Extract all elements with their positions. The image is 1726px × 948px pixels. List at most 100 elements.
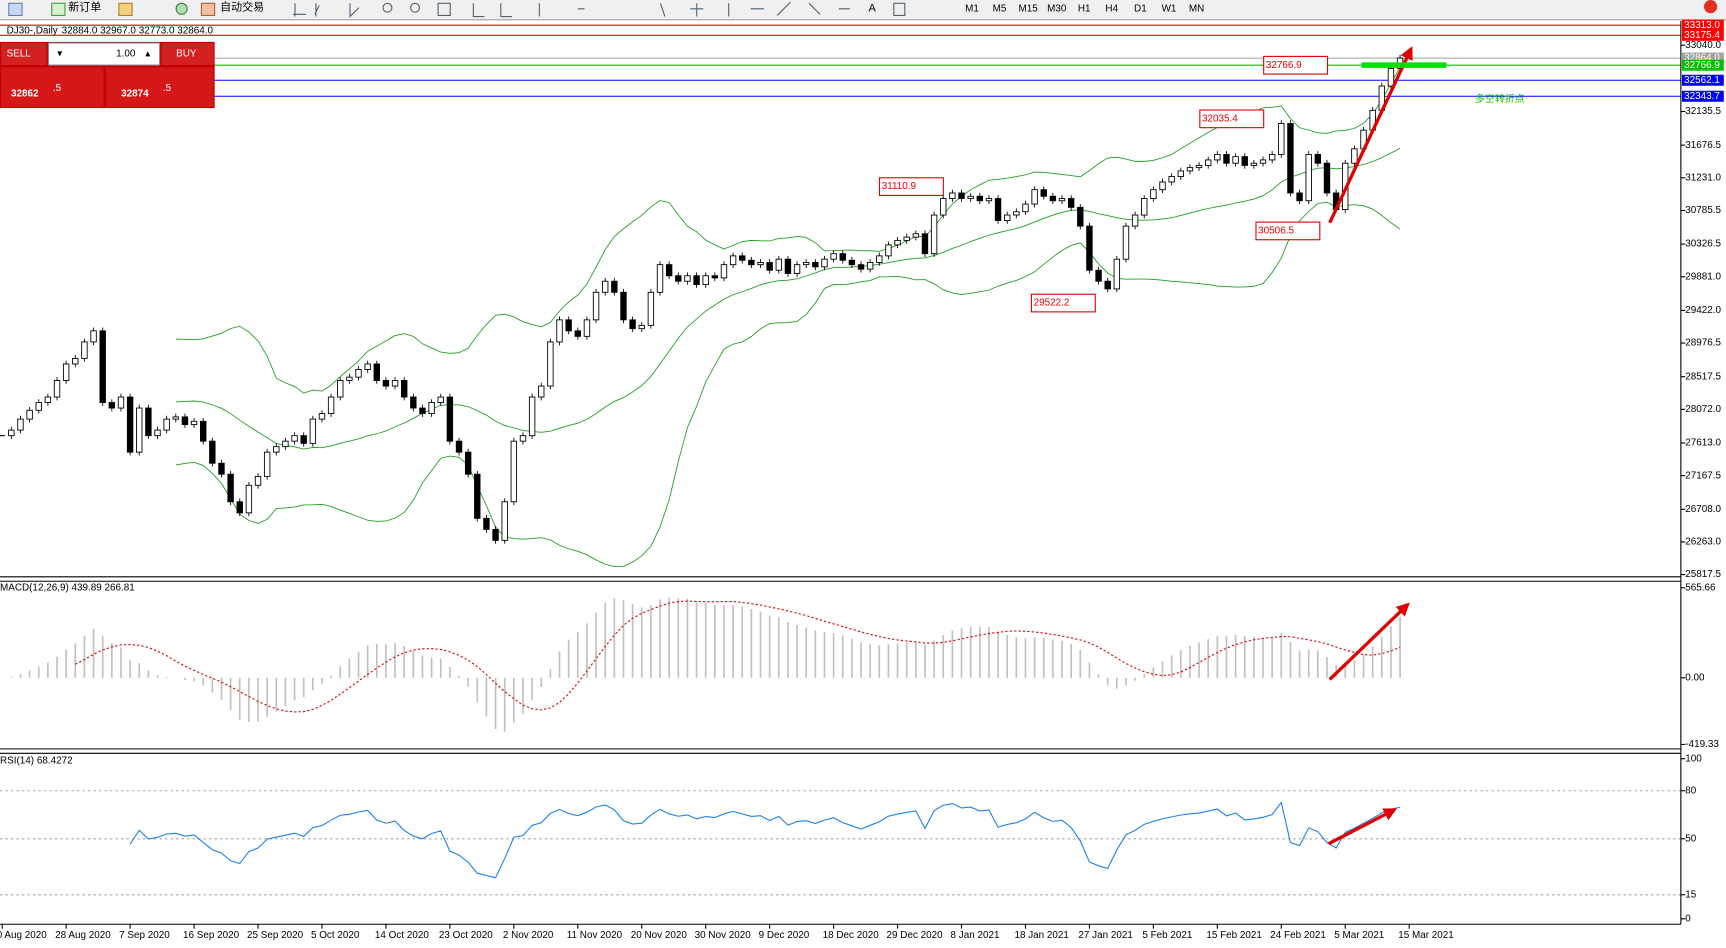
candle <box>602 280 609 293</box>
candle <box>574 330 581 337</box>
spin[interactable]: ▴ <box>145 49 150 60</box>
candle <box>930 214 938 255</box>
candle <box>44 396 52 403</box>
timeframe-button[interactable]: W1 <box>1162 3 1177 14</box>
candle <box>1141 198 1148 216</box>
candle <box>1067 198 1075 208</box>
candle <box>62 363 70 381</box>
candle <box>154 429 161 437</box>
candle <box>474 473 481 519</box>
level-label: 33313.0 <box>1684 20 1720 31</box>
price-tick-label: 29422.0 <box>1685 305 1721 316</box>
candle <box>1278 123 1285 155</box>
date-label: 5 Oct 2020 <box>311 930 360 941</box>
toolbar-icon[interactable]: A <box>869 3 877 15</box>
timeframe-button[interactable]: H4 <box>1105 3 1118 14</box>
annotation: 31110.9 <box>882 181 917 192</box>
level-label-bg <box>1681 59 1724 71</box>
spin[interactable]: ▾ <box>57 49 62 60</box>
ohlc: 32884.0 32967.0 32773.0 32864.0 <box>62 26 214 37</box>
candle <box>1159 181 1166 191</box>
icon[interactable] <box>200 2 216 16</box>
volume-box[interactable] <box>47 42 161 66</box>
candle <box>1031 189 1038 205</box>
icon[interactable] <box>175 2 188 15</box>
candle <box>172 416 179 420</box>
date-label: 15 Mar 2021 <box>1398 930 1454 941</box>
candle <box>1086 225 1093 271</box>
candle <box>236 501 243 514</box>
candle <box>483 517 490 530</box>
candle <box>391 380 399 387</box>
candle <box>538 385 545 398</box>
candle <box>949 192 956 199</box>
candle <box>720 264 728 279</box>
volume[interactable]: 1.00 <box>116 49 136 60</box>
timeframe-button[interactable]: H1 <box>1078 3 1091 14</box>
candle <box>592 291 600 321</box>
date-label: 14 Oct 2020 <box>375 930 429 941</box>
candle <box>72 357 79 365</box>
rsi-title: RSI(14) 68.4272 <box>0 756 73 767</box>
candle <box>218 462 225 475</box>
candle <box>940 198 947 216</box>
date-label: 16 Sep 2020 <box>183 930 240 941</box>
candle <box>702 275 709 285</box>
buy-label[interactable]: BUY <box>176 49 197 60</box>
candle <box>126 396 134 453</box>
candle <box>766 262 773 271</box>
candle <box>921 233 929 255</box>
toolbar-button[interactable]: 新订单 <box>68 0 101 14</box>
note: 多空转折点 <box>1475 92 1525 105</box>
price-tick-label: 28072.0 <box>1685 404 1721 415</box>
alert-icon[interactable] <box>1703 0 1718 14</box>
candle <box>273 446 280 453</box>
buy-button[interactable] <box>161 43 214 66</box>
annotation-box <box>1263 55 1329 75</box>
candle <box>282 440 289 448</box>
candle <box>711 275 719 279</box>
timeframe-button[interactable]: M5 <box>993 3 1007 14</box>
icon[interactable] <box>118 2 133 16</box>
price-tick-label: 27167.5 <box>1685 470 1721 481</box>
icon[interactable] <box>893 2 906 16</box>
candle <box>775 258 782 271</box>
candle <box>1195 164 1203 169</box>
sell-button[interactable] <box>1 43 47 66</box>
price-tick-label: 27613.0 <box>1685 438 1721 449</box>
timeframe-button[interactable]: D1 <box>1134 3 1147 14</box>
candle <box>985 198 993 202</box>
toolbar-button[interactable]: 自动交易 <box>220 0 264 14</box>
price-tick-label: 32135.5 <box>1685 106 1721 117</box>
sell-price-box[interactable] <box>1 67 104 107</box>
arrow <box>1328 602 1410 681</box>
price-tick-label: 28517.5 <box>1685 371 1721 382</box>
timeframe-button[interactable]: M30 <box>1047 3 1067 14</box>
candle <box>1040 189 1047 197</box>
candle <box>1004 214 1011 221</box>
candle <box>1095 269 1102 282</box>
candle <box>647 291 655 326</box>
timeframe-button[interactable]: M15 <box>1018 3 1038 14</box>
candle <box>53 380 61 398</box>
buy-price-box[interactable] <box>105 67 214 107</box>
candle <box>638 324 645 330</box>
sell-label[interactable]: SELL <box>7 49 32 60</box>
date-label: 2 Nov 2020 <box>503 930 554 941</box>
timeframe-button[interactable]: M1 <box>965 3 979 14</box>
date-label: 28 Aug 2020 <box>55 930 111 941</box>
candle <box>355 369 362 378</box>
candle <box>81 341 88 359</box>
candle <box>1241 156 1248 166</box>
timeframe-button[interactable]: MN <box>1189 3 1204 14</box>
candle <box>455 440 463 453</box>
date-label: 18 Jan 2021 <box>1014 930 1069 941</box>
candle <box>1268 153 1276 161</box>
level-label: 32562.1 <box>1684 75 1720 86</box>
price-tick-label: 33040.0 <box>1685 40 1721 51</box>
icon[interactable] <box>8 2 23 16</box>
candle <box>1387 67 1395 87</box>
candle <box>437 396 444 403</box>
icon[interactable] <box>51 2 66 16</box>
